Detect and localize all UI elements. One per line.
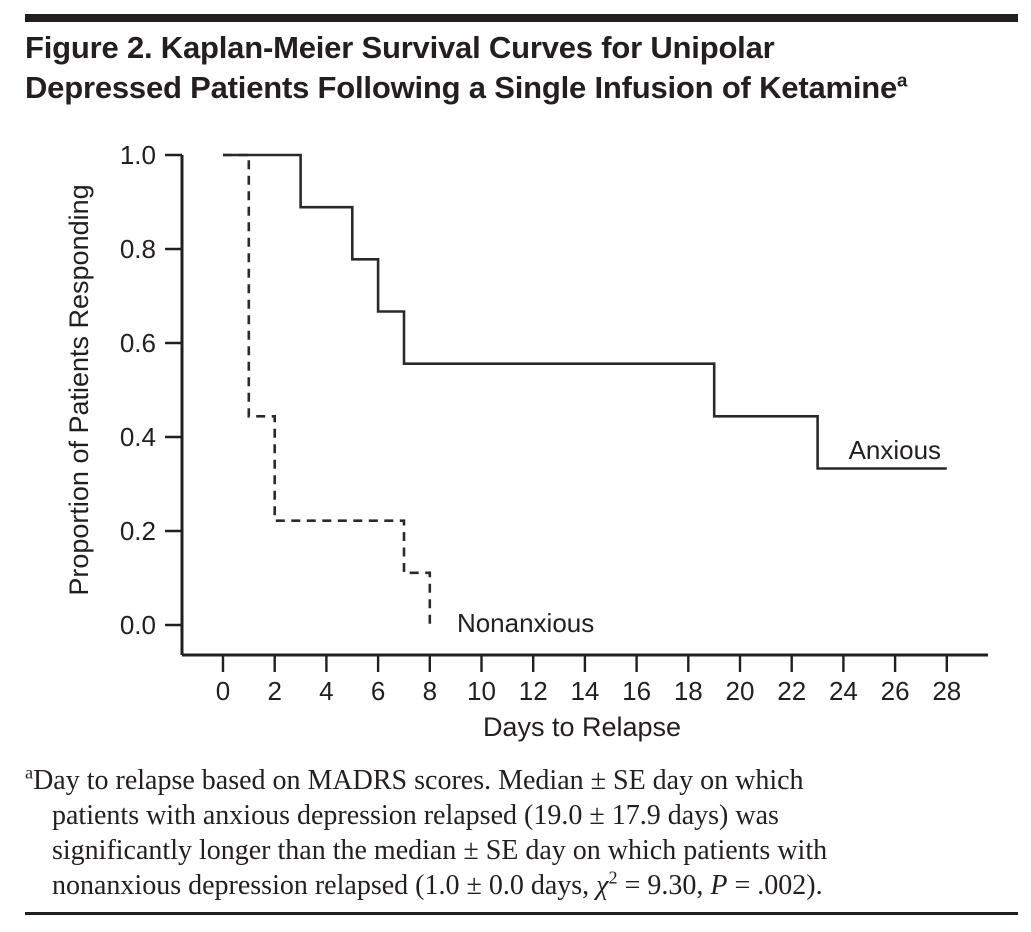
x-tick-label: 10	[467, 676, 496, 706]
series-nonanxious-curve	[223, 153, 432, 625]
bottom-rule	[25, 912, 1018, 915]
x-tick-label: 14	[570, 676, 599, 706]
x-tick-label: 0	[216, 676, 230, 706]
footnote-line: nonanxious depression relapsed (1.0 ± 0.…	[25, 868, 1020, 903]
footnote-text: nonanxious depression relapsed (1.0 ± 0.…	[52, 870, 597, 901]
footnote-text: = 9.30,	[617, 870, 711, 901]
footnote-text: P	[710, 870, 728, 901]
footnote-text: a	[25, 762, 34, 783]
x-tick-label: 22	[777, 676, 806, 706]
y-tick-label: 0.6	[120, 328, 156, 358]
y-tick-label: 0.0	[120, 610, 156, 640]
footnote-text: patients with anxious depression relapse…	[52, 800, 779, 831]
top-rule	[25, 14, 1018, 22]
footnote-line: patients with anxious depression relapse…	[25, 798, 1020, 833]
figure-title-line2: Depressed Patients Following a Single In…	[25, 70, 898, 105]
footnote-text: Day to relapse based on MADRS scores. Me…	[33, 765, 804, 796]
footnote-text: significantly longer than the median ± S…	[52, 835, 828, 866]
x-tick-label: 2	[267, 676, 281, 706]
figure-title-superscript: a	[897, 69, 908, 91]
kaplan-meier-chart: 1.0 0.8 0.6 0.4 0.2 0.0 0 2 4 6 8 10 12 14 16 18 20 22 24 2…	[0, 128, 1031, 762]
series-anxious-curve	[223, 153, 947, 470]
footnote-text: 2	[608, 867, 618, 888]
figure-footnote: aDay to relapse based on MADRS scores. M…	[25, 763, 1020, 903]
footnote-line: aDay to relapse based on MADRS scores. M…	[25, 763, 1020, 798]
y-tick-label: 1.0	[120, 140, 156, 170]
footnote-line: significantly longer than the median ± S…	[25, 833, 1020, 868]
footnote-text: = .002).	[727, 870, 823, 901]
x-tick-label: 12	[519, 676, 548, 706]
x-tick-label: 6	[371, 676, 385, 706]
x-tick-label: 28	[932, 676, 961, 706]
footnote-text: χ	[596, 870, 609, 901]
y-tick-label: 0.8	[120, 234, 156, 264]
figure-title: Figure 2. Kaplan-Meier Survival Curves f…	[25, 28, 1015, 108]
y-axis-title: Proportion of Patients Responding	[64, 184, 94, 595]
x-tick-label: 24	[829, 676, 858, 706]
x-tick-label: 4	[319, 676, 333, 706]
x-tick-label: 26	[881, 676, 910, 706]
x-tick-label: 20	[726, 676, 755, 706]
x-tick-label: 8	[423, 676, 437, 706]
x-axis-title: Days to Relapse	[483, 712, 681, 742]
kaplan-meier-svg: 1.00.80.60.40.20.00 2 4 6 8 10 12 14 16 18 20 22 24 2…	[64, 140, 988, 742]
series-nonanxious-label: Nonanxious	[457, 608, 594, 638]
x-tick-label: 18	[674, 676, 703, 706]
y-tick-label: 0.4	[120, 422, 156, 452]
y-tick-label: 0.2	[120, 516, 156, 546]
figure-title-line1: Figure 2. Kaplan-Meier Survival Curves f…	[25, 30, 775, 65]
x-tick-label: 16	[622, 676, 651, 706]
series-anxious-label: Anxious	[849, 435, 942, 465]
